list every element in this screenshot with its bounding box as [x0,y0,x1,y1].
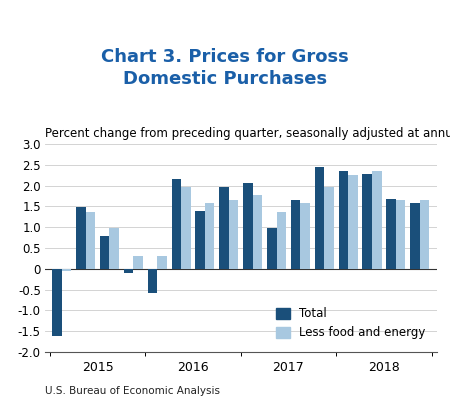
Bar [205,203,215,269]
Text: 2018: 2018 [368,361,400,374]
Bar [86,212,95,269]
Bar [157,256,167,269]
Bar [148,269,157,293]
Text: 2015: 2015 [81,361,113,374]
Bar [109,228,119,269]
Bar [339,171,348,269]
Bar [195,211,205,269]
Bar [243,183,253,269]
Legend: Total, Less food and energy: Total, Less food and energy [271,303,431,344]
Bar [277,212,286,269]
Bar [372,171,382,269]
Text: 2016: 2016 [177,361,209,374]
Bar [76,207,86,269]
Bar [291,200,301,269]
Bar [410,204,420,269]
Text: Percent change from preceding quarter, seasonally adjusted at annual rates: Percent change from preceding quarter, s… [45,127,450,140]
Bar [420,200,429,269]
Bar [181,187,191,269]
Bar [387,199,396,269]
Bar [219,187,229,269]
Bar [229,200,238,269]
Bar [301,204,310,269]
Bar [124,269,133,273]
Bar [315,167,324,269]
Bar [62,269,71,271]
Bar [171,179,181,269]
Bar [267,228,277,269]
Bar [253,195,262,269]
Text: Chart 3. Prices for Gross
Domestic Purchases: Chart 3. Prices for Gross Domestic Purch… [101,48,349,88]
Bar [396,200,405,269]
Bar [324,187,334,269]
Text: U.S. Bureau of Economic Analysis: U.S. Bureau of Economic Analysis [45,386,220,396]
Bar [133,256,143,269]
Text: 2017: 2017 [273,361,304,374]
Bar [100,236,109,269]
Bar [348,175,358,269]
Bar [363,174,372,269]
Bar [52,269,62,336]
